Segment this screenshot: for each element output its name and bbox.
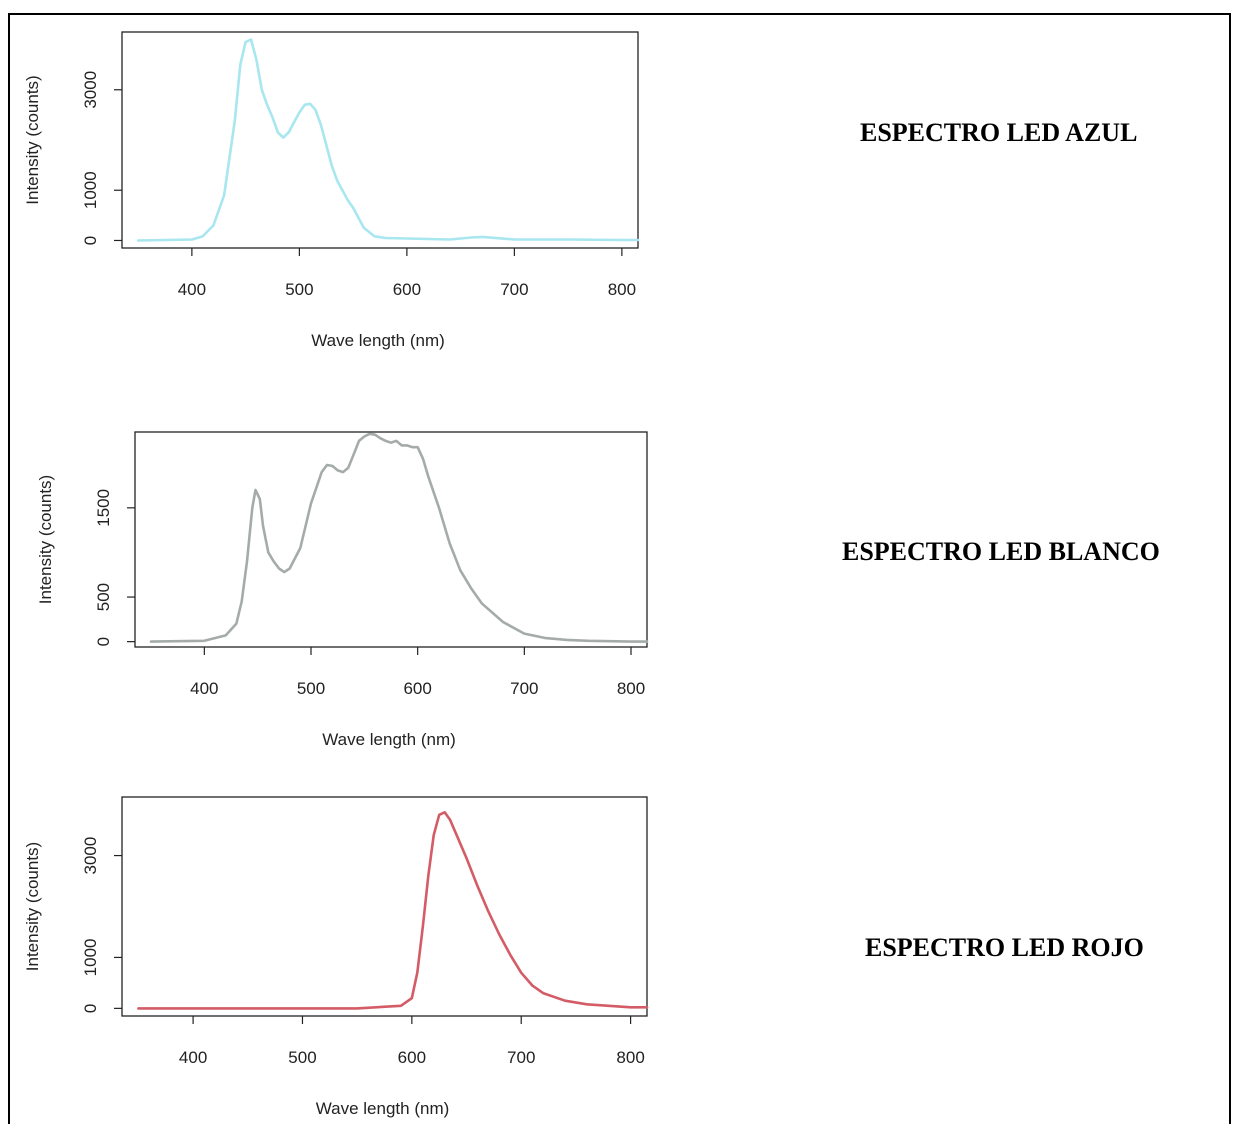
y-axis-label: Intensity (counts) [23,75,42,204]
series-line [149,432,649,643]
y-axis-label: Intensity (counts) [23,842,42,971]
y-tick-label: 1000 [81,939,100,977]
x-axis-label: Wave length (nm) [311,331,445,350]
x-tick-label: 400 [179,1048,207,1067]
outer-frame [8,13,1231,1124]
x-tick-label: 400 [190,679,218,698]
label-rojo: ESPECTRO LED ROJO [865,933,1144,962]
y-tick-label: 1500 [94,489,113,527]
y-tick-label: 0 [94,637,113,646]
plot-frame [121,31,639,249]
y-tick-label: 1000 [81,171,100,209]
plot-frame [121,796,648,1017]
x-tick-label: 400 [178,280,206,299]
y-axis-label: Intensity (counts) [36,475,55,604]
x-tick-label: 600 [398,1048,426,1067]
x-tick-label: 500 [297,679,325,698]
label-blanco: ESPECTRO LED BLANCO [842,537,1160,566]
x-tick-label: 700 [500,280,528,299]
y-tick-label: 3000 [81,71,100,109]
y-tick-label: 0 [81,1004,100,1013]
x-tick-label: 600 [393,280,421,299]
y-tick-label: 3000 [81,837,100,875]
x-tick-label: 600 [403,679,431,698]
x-tick-label: 700 [507,1048,535,1067]
charts-root: 400 500 600 700 800 0 1000 3000 Wave length (nm)… [23,31,649,1118]
series-line [136,38,640,242]
plot-frame [134,431,648,648]
label-azul: ESPECTRO LED AZUL [860,118,1138,147]
chart-1: 400 500 600 700 800 0 1000 3000 Wave length (nm)… [23,31,640,350]
series-line [137,810,649,1010]
y-tick-label: 0 [81,236,100,245]
x-tick-label: 800 [617,679,645,698]
x-tick-label: 500 [285,280,313,299]
x-axis-label: Wave length (nm) [316,1099,450,1118]
x-axis-label: Wave length (nm) [322,730,456,749]
chart-3: 400 500 600 700 800 0 1000 3000 Wave length (nm)… [23,796,649,1118]
x-tick-label: 700 [510,679,538,698]
chart-2: 400 500 600 700 800 0 500 1500 Wave length (nm) I… [36,431,649,749]
x-tick-label: 500 [288,1048,316,1067]
y-tick-label: 500 [94,583,113,611]
x-tick-label: 800 [608,280,636,299]
x-tick-label: 800 [616,1048,644,1067]
